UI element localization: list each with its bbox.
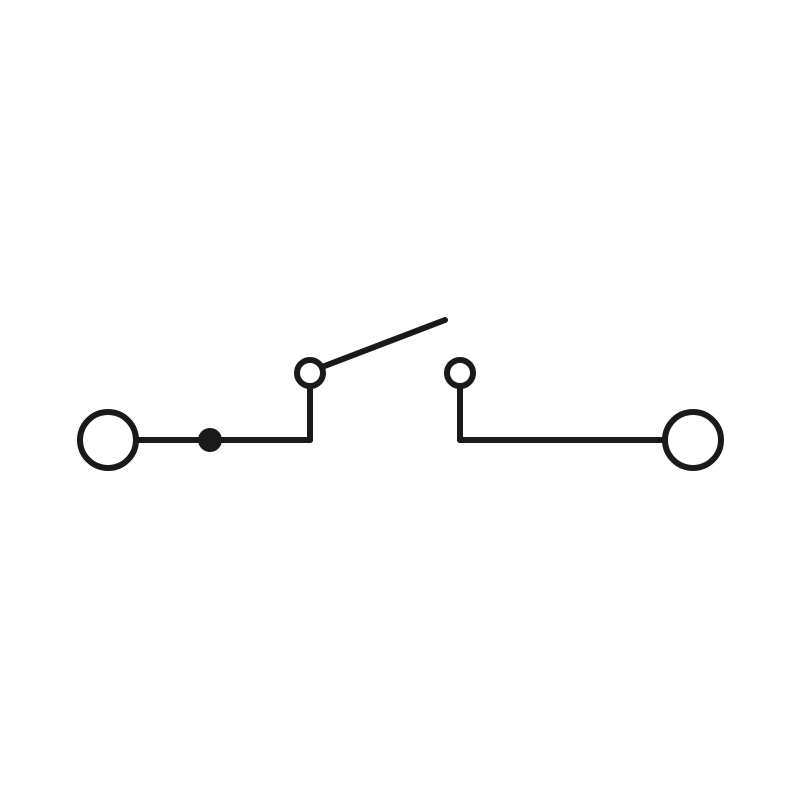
circuit-schematic — [0, 0, 800, 800]
terminal-left — [80, 412, 136, 468]
switch-contact-right — [447, 360, 473, 386]
switch-contact-left — [297, 360, 323, 386]
terminal-right — [665, 412, 721, 468]
junction-node — [198, 428, 222, 452]
switch-arm — [322, 320, 445, 367]
